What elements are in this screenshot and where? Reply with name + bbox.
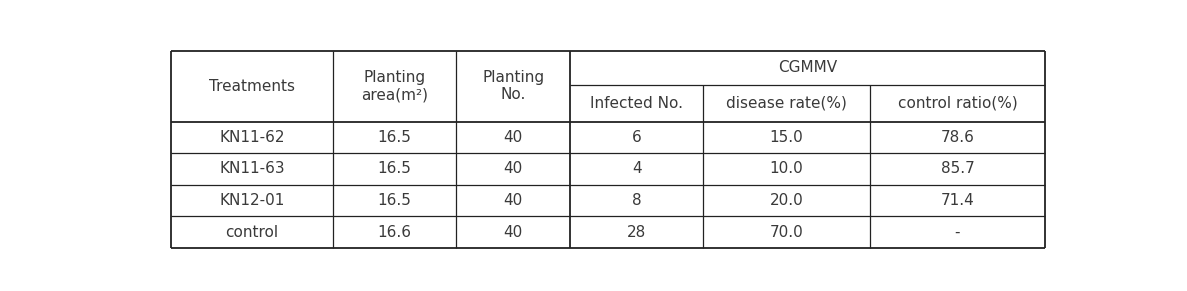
Text: disease rate(%): disease rate(%) — [726, 96, 846, 111]
Text: control ratio(%): control ratio(%) — [897, 96, 1017, 111]
Text: KN12-01: KN12-01 — [220, 193, 285, 208]
Text: 15.0: 15.0 — [769, 130, 804, 145]
Text: 10.0: 10.0 — [769, 162, 804, 176]
Text: 6: 6 — [631, 130, 642, 145]
Text: -: - — [954, 225, 960, 239]
Text: 40: 40 — [503, 130, 523, 145]
Text: 4: 4 — [631, 162, 642, 176]
Text: 40: 40 — [503, 162, 523, 176]
Text: 40: 40 — [503, 193, 523, 208]
Text: Infected No.: Infected No. — [590, 96, 684, 111]
Text: Planting
area(m²): Planting area(m²) — [361, 70, 429, 102]
Text: 16.5: 16.5 — [377, 130, 412, 145]
Text: KN11-63: KN11-63 — [220, 162, 285, 176]
Text: 16.5: 16.5 — [377, 162, 412, 176]
Text: 8: 8 — [631, 193, 642, 208]
Text: 85.7: 85.7 — [940, 162, 975, 176]
Text: 28: 28 — [627, 225, 647, 239]
Text: Treatments: Treatments — [209, 79, 296, 94]
Text: 70.0: 70.0 — [769, 225, 804, 239]
Text: 16.5: 16.5 — [377, 193, 412, 208]
Text: 71.4: 71.4 — [940, 193, 975, 208]
Text: Planting
No.: Planting No. — [482, 70, 545, 102]
Text: 40: 40 — [503, 225, 523, 239]
Text: CGMMV: CGMMV — [779, 60, 837, 75]
Text: 20.0: 20.0 — [769, 193, 804, 208]
Text: control: control — [226, 225, 279, 239]
Text: KN11-62: KN11-62 — [220, 130, 285, 145]
Text: 16.6: 16.6 — [377, 225, 412, 239]
Text: 78.6: 78.6 — [940, 130, 975, 145]
